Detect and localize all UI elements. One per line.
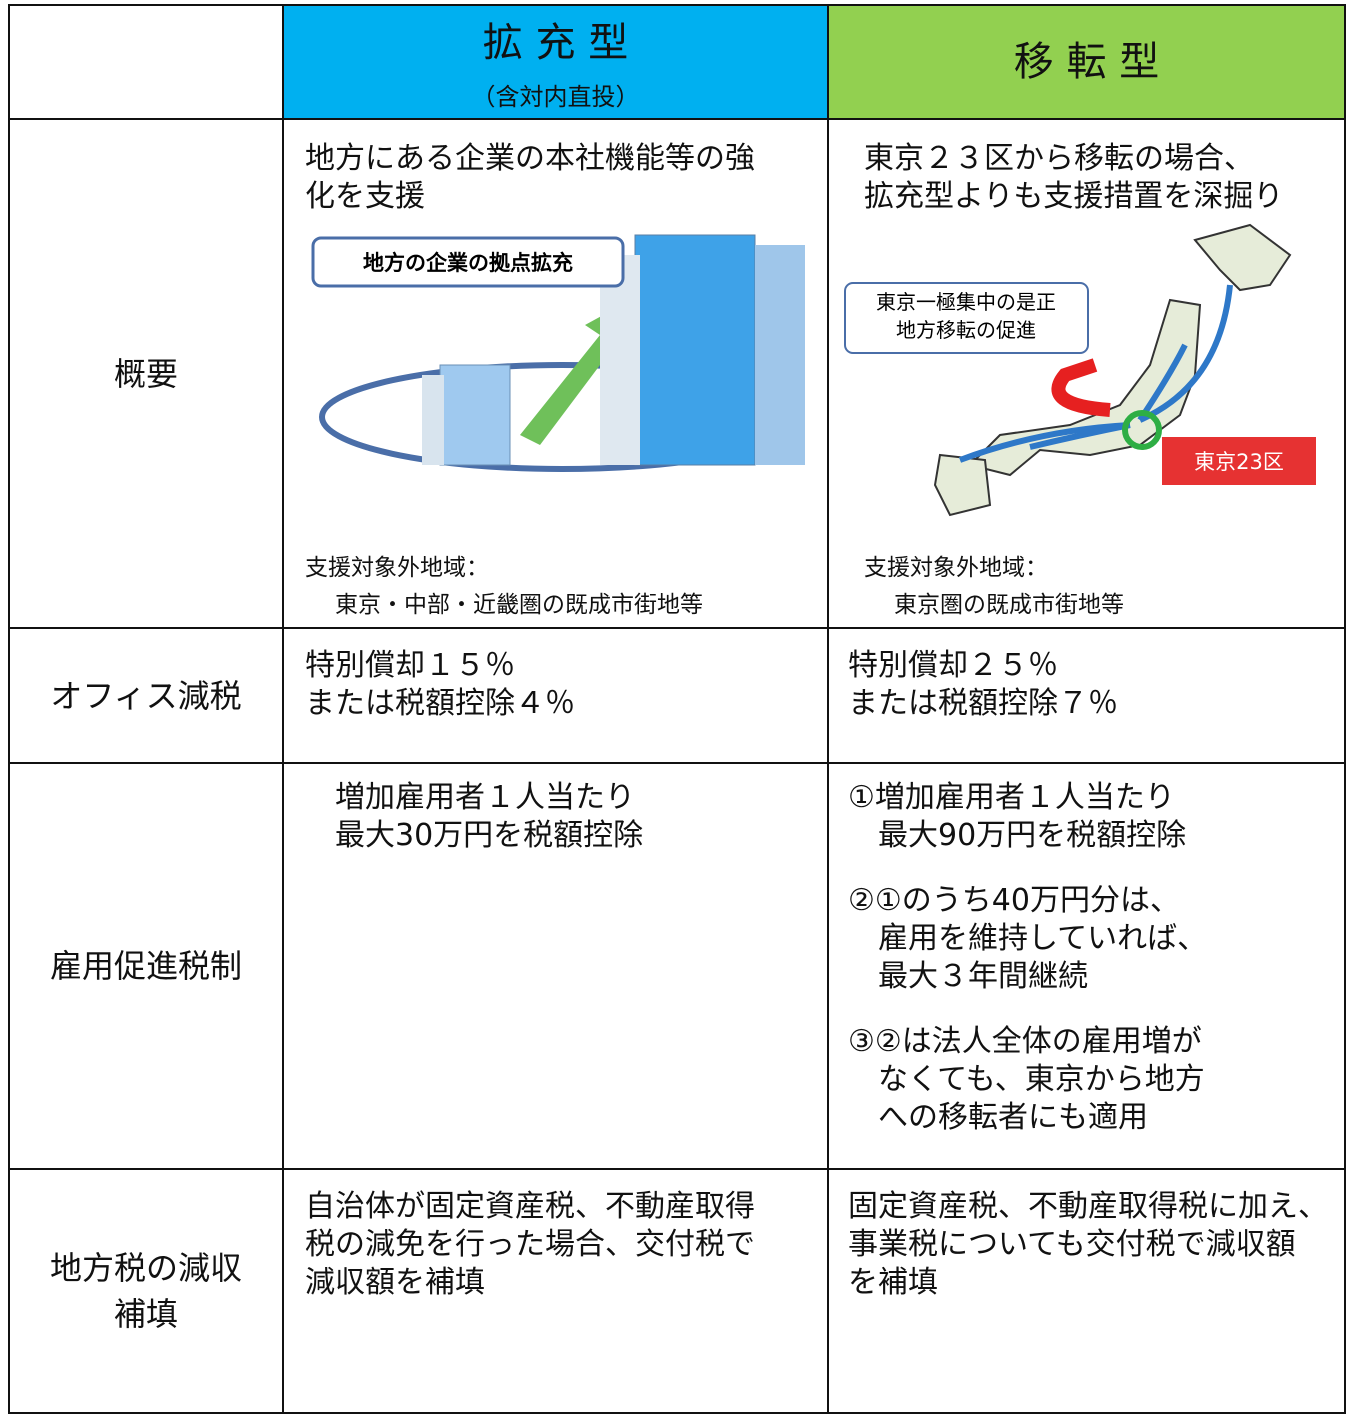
expansion-illustration: 地方の企業の拠点拡充 bbox=[311, 234, 805, 472]
text-line: 最大90万円を税額控除 bbox=[878, 818, 1187, 853]
cell-text: 地方にある企業の本社機能等の強 化を支援 bbox=[305, 140, 755, 243]
relocation-map: 東京一極集中の是正 地方移転の促進 東京23区 bbox=[844, 223, 1316, 517]
paragraph: 特別償却２５％ または税額控除７％ bbox=[848, 647, 1118, 723]
row-label: 概要 bbox=[10, 351, 282, 397]
content-cell: 自治体が固定資産税、不動産取得 税の減免を行った場合、交付税で 減収額を補填 bbox=[282, 1168, 829, 1414]
cell-text: 固定資産税、不動産取得税に加え、 事業税についても交付税で減収額 を補填 bbox=[848, 1188, 1328, 1329]
text-line: 東京２３区から移転の場合、 bbox=[864, 141, 1254, 176]
text-line: 最大３年間継続 bbox=[878, 959, 1088, 994]
text-line: 減収額を補填 bbox=[305, 1265, 485, 1300]
cell-note: 支援対象外地域： 東京圏の既成市街地等 bbox=[864, 550, 1124, 624]
header-title: 移 転 型 bbox=[1013, 39, 1160, 85]
row-label-line: 雇用促進税制 bbox=[49, 947, 242, 985]
content-cell: 増加雇用者１人当たり 最大30万円を税額控除 bbox=[282, 762, 829, 1170]
note-line: 東京・中部・近畿圏の既成市街地等 bbox=[335, 592, 703, 618]
paragraph: 東京２３区から移転の場合、 拡充型よりも支援措置を深掘り bbox=[864, 140, 1283, 216]
corner-cell bbox=[8, 4, 284, 120]
row-label-line: 地方税の減収 bbox=[49, 1249, 242, 1287]
text-line: 最大30万円を税額控除 bbox=[335, 818, 644, 853]
badge: 東京23区 bbox=[1194, 450, 1284, 474]
header-title: 拡 充 型 bbox=[482, 20, 629, 66]
content-cell: 特別償却１５％ または税額控除４％ bbox=[282, 627, 829, 764]
row-label: 地方税の減収 補填 bbox=[10, 1245, 282, 1337]
text-line: 特別償却２５％ bbox=[848, 648, 1058, 683]
text-line: ①増加雇用者１人当たり bbox=[848, 780, 1175, 815]
figure-label: 地方の企業の拠点拡充 bbox=[363, 251, 573, 275]
text-line: 地方にある企業の本社機能等の強 bbox=[305, 141, 755, 176]
cell-text: 東京２３区から移転の場合、 拡充型よりも支援措置を深掘り bbox=[864, 140, 1283, 243]
content-cell: ①増加雇用者１人当たり 最大90万円を税額控除 ②①のうち40万円分は、 雇用を維持し… bbox=[827, 762, 1346, 1170]
text-line: 化を支援 bbox=[305, 179, 425, 214]
cell-text: ①増加雇用者１人当たり 最大90万円を税額控除 ②①のうち40万円分は、 雇用を維持し… bbox=[848, 779, 1207, 1164]
cell-text: 自治体が固定資産税、不動産取得 税の減免を行った場合、交付税で 減収額を補填 bbox=[305, 1188, 755, 1329]
cell-text: 特別償却１５％ または税額控除４％ bbox=[305, 647, 575, 750]
header-cell: 移 転 型 bbox=[827, 4, 1346, 120]
paragraph: 地方にある企業の本社機能等の強 化を支援 bbox=[305, 140, 755, 216]
row-label: 雇用促進税制 bbox=[10, 943, 282, 989]
header-subtitle: （含対内直投） bbox=[471, 83, 640, 111]
figure-label: 地方移転の促進 bbox=[896, 318, 1036, 342]
text-line: または税額控除７％ bbox=[848, 686, 1118, 721]
paragraph: ③②は法人全体の雇用増が なくても、東京から地方 への移転者にも適用 bbox=[848, 1023, 1207, 1137]
text-line: 固定資産税、不動産取得税に加え、 bbox=[848, 1189, 1328, 1224]
content-cell: 東京２３区から移転の場合、 拡充型よりも支援措置を深掘り支援対象外地域： 東京圏の既… bbox=[827, 118, 1346, 629]
cell-text: 増加雇用者１人当たり 最大30万円を税額控除 bbox=[335, 779, 643, 882]
row-label-cell: 雇用促進税制 bbox=[8, 762, 284, 1170]
text-line: 増加雇用者１人当たり bbox=[335, 780, 635, 815]
text-line: ③②は法人全体の雇用増が bbox=[848, 1024, 1202, 1059]
text-line: 特別償却１５％ bbox=[305, 648, 515, 683]
text-line: 事業税についても交付税で減収額 bbox=[848, 1227, 1296, 1262]
header-cell: 拡 充 型 （含対内直投） bbox=[282, 4, 829, 120]
text-line: 雇用を維持していれば、 bbox=[878, 921, 1208, 956]
note-line: 支援対象外地域： bbox=[305, 555, 489, 581]
paragraph: 自治体が固定資産税、不動産取得 税の減免を行った場合、交付税で 減収額を補填 bbox=[305, 1188, 755, 1302]
figure-label: 東京一極集中の是正 bbox=[876, 290, 1056, 314]
row-label-line: オフィス減税 bbox=[50, 676, 242, 715]
text-line: 自治体が固定資産税、不動産取得 bbox=[305, 1189, 755, 1224]
note-line: 東京圏の既成市街地等 bbox=[894, 592, 1124, 618]
row-label-line: 概要 bbox=[113, 354, 178, 393]
content-cell: 特別償却２５％ または税額控除７％ bbox=[827, 627, 1346, 764]
row-label-cell: 地方税の減収 補填 bbox=[8, 1168, 284, 1414]
text-line: なくても、東京から地方 bbox=[878, 1062, 1205, 1097]
row-label-line: 補填 bbox=[113, 1295, 178, 1333]
paragraph: 特別償却１５％ または税額控除４％ bbox=[305, 647, 575, 723]
text-line: ②①のうち40万円分は、 bbox=[848, 883, 1180, 918]
paragraph: 固定資産税、不動産取得税に加え、 事業税についても交付税で減収額 を補填 bbox=[848, 1188, 1328, 1302]
text-line: を補填 bbox=[848, 1265, 938, 1300]
text-line: 拡充型よりも支援措置を深掘り bbox=[864, 179, 1284, 214]
row-label-cell: オフィス減税 bbox=[8, 627, 284, 764]
row-label: オフィス減税 bbox=[10, 673, 282, 719]
paragraph: 増加雇用者１人当たり 最大30万円を税額控除 bbox=[335, 779, 643, 855]
text-line: 税の減免を行った場合、交付税で bbox=[305, 1227, 755, 1262]
text-line: または税額控除４％ bbox=[305, 686, 575, 721]
paragraph: ②①のうち40万円分は、 雇用を維持していれば、 最大３年間継続 bbox=[848, 882, 1207, 996]
text-line: への移転者にも適用 bbox=[878, 1100, 1148, 1135]
content-cell: 地方にある企業の本社機能等の強 化を支援支援対象外地域： 東京・中部・近畿圏の既成市… bbox=[282, 118, 829, 629]
content-cell: 固定資産税、不動産取得税に加え、 事業税についても交付税で減収額 を補填 bbox=[827, 1168, 1346, 1414]
row-label-cell: 概要 bbox=[8, 118, 284, 629]
paragraph: ①増加雇用者１人当たり 最大90万円を税額控除 bbox=[848, 779, 1207, 855]
note-line: 支援対象外地域： bbox=[864, 555, 1048, 581]
cell-note: 支援対象外地域： 東京・中部・近畿圏の既成市街地等 bbox=[305, 550, 703, 624]
cell-text: 特別償却２５％ または税額控除７％ bbox=[848, 647, 1118, 750]
